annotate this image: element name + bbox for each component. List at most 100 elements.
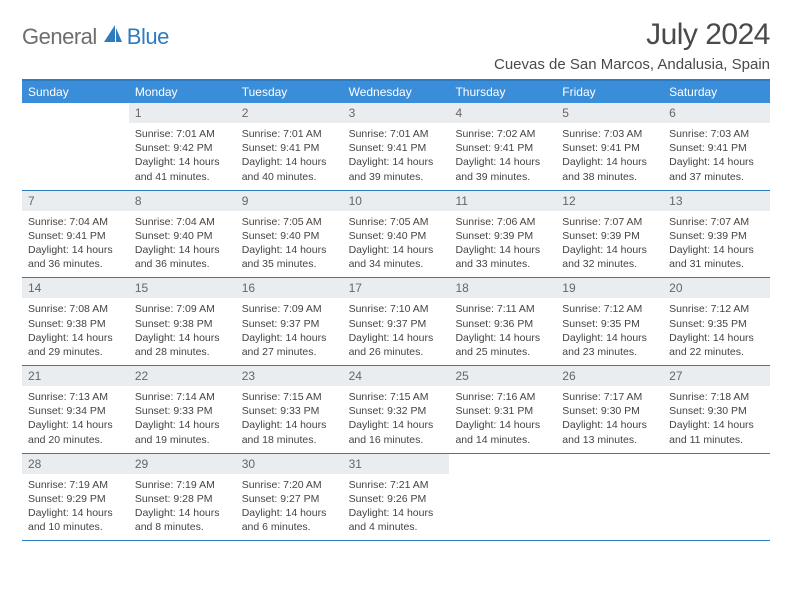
sunset-line: Sunset: 9:38 PM (135, 317, 230, 331)
topbar: General Blue July 2024 Cuevas de San Mar… (22, 18, 770, 73)
day-body: Sunrise: 7:05 AMSunset: 9:40 PMDaylight:… (343, 211, 450, 278)
sunrise-line: Sunrise: 7:12 AM (562, 302, 657, 316)
day-number: 17 (343, 278, 450, 298)
title-block: July 2024 Cuevas de San Marcos, Andalusi… (494, 18, 770, 73)
day-number: 31 (343, 454, 450, 474)
sunrise-line: Sunrise: 7:11 AM (455, 302, 550, 316)
day-body: Sunrise: 7:06 AMSunset: 9:39 PMDaylight:… (449, 211, 556, 278)
daylight-line: Daylight: 14 hours and 16 minutes. (349, 418, 444, 446)
daylight-line: Daylight: 14 hours and 25 minutes. (455, 331, 550, 359)
day-cell: 20Sunrise: 7:12 AMSunset: 9:35 PMDayligh… (663, 278, 770, 365)
sunset-line: Sunset: 9:41 PM (28, 229, 123, 243)
logo: General Blue (22, 24, 169, 50)
sunset-line: Sunset: 9:37 PM (349, 317, 444, 331)
sunset-line: Sunset: 9:36 PM (455, 317, 550, 331)
daylight-line: Daylight: 14 hours and 39 minutes. (455, 155, 550, 183)
sunrise-line: Sunrise: 7:16 AM (455, 390, 550, 404)
day-number: 29 (129, 454, 236, 474)
sunset-line: Sunset: 9:40 PM (242, 229, 337, 243)
day-body: Sunrise: 7:12 AMSunset: 9:35 PMDaylight:… (663, 298, 770, 365)
daylight-line: Daylight: 14 hours and 39 minutes. (349, 155, 444, 183)
day-body: Sunrise: 7:12 AMSunset: 9:35 PMDaylight:… (556, 298, 663, 365)
sunrise-line: Sunrise: 7:21 AM (349, 478, 444, 492)
day-body: Sunrise: 7:14 AMSunset: 9:33 PMDaylight:… (129, 386, 236, 453)
day-cell: 15Sunrise: 7:09 AMSunset: 9:38 PMDayligh… (129, 278, 236, 365)
day-body: Sunrise: 7:04 AMSunset: 9:40 PMDaylight:… (129, 211, 236, 278)
day-body (556, 474, 663, 484)
daylight-line: Daylight: 14 hours and 23 minutes. (562, 331, 657, 359)
daylight-line: Daylight: 14 hours and 32 minutes. (562, 243, 657, 271)
daylight-line: Daylight: 14 hours and 10 minutes. (28, 506, 123, 534)
week-row: 21Sunrise: 7:13 AMSunset: 9:34 PMDayligh… (22, 366, 770, 454)
day-number: 7 (22, 191, 129, 211)
sunset-line: Sunset: 9:41 PM (242, 141, 337, 155)
day-cell: 6Sunrise: 7:03 AMSunset: 9:41 PMDaylight… (663, 103, 770, 190)
sunrise-line: Sunrise: 7:08 AM (28, 302, 123, 316)
sunrise-line: Sunrise: 7:03 AM (669, 127, 764, 141)
sunrise-line: Sunrise: 7:04 AM (135, 215, 230, 229)
day-body: Sunrise: 7:20 AMSunset: 9:27 PMDaylight:… (236, 474, 343, 541)
daylight-line: Daylight: 14 hours and 14 minutes. (455, 418, 550, 446)
day-cell: 16Sunrise: 7:09 AMSunset: 9:37 PMDayligh… (236, 278, 343, 365)
sunset-line: Sunset: 9:41 PM (349, 141, 444, 155)
week-row: 28Sunrise: 7:19 AMSunset: 9:29 PMDayligh… (22, 454, 770, 542)
day-cell: 30Sunrise: 7:20 AMSunset: 9:27 PMDayligh… (236, 454, 343, 541)
day-body: Sunrise: 7:01 AMSunset: 9:41 PMDaylight:… (236, 123, 343, 190)
day-header: Friday (556, 81, 663, 103)
day-cell: 14Sunrise: 7:08 AMSunset: 9:38 PMDayligh… (22, 278, 129, 365)
sunset-line: Sunset: 9:39 PM (455, 229, 550, 243)
sunrise-line: Sunrise: 7:03 AM (562, 127, 657, 141)
sunset-line: Sunset: 9:39 PM (669, 229, 764, 243)
location: Cuevas de San Marcos, Andalusia, Spain (494, 56, 770, 73)
day-body: Sunrise: 7:02 AMSunset: 9:41 PMDaylight:… (449, 123, 556, 190)
daylight-line: Daylight: 14 hours and 20 minutes. (28, 418, 123, 446)
day-number: 5 (556, 103, 663, 123)
sunset-line: Sunset: 9:33 PM (135, 404, 230, 418)
daylight-line: Daylight: 14 hours and 28 minutes. (135, 331, 230, 359)
day-cell: 7Sunrise: 7:04 AMSunset: 9:41 PMDaylight… (22, 191, 129, 278)
day-body: Sunrise: 7:03 AMSunset: 9:41 PMDaylight:… (663, 123, 770, 190)
daylight-line: Daylight: 14 hours and 37 minutes. (669, 155, 764, 183)
daylight-line: Daylight: 14 hours and 27 minutes. (242, 331, 337, 359)
day-number: 30 (236, 454, 343, 474)
sunrise-line: Sunrise: 7:20 AM (242, 478, 337, 492)
day-number: 28 (22, 454, 129, 474)
day-body: Sunrise: 7:07 AMSunset: 9:39 PMDaylight:… (556, 211, 663, 278)
day-header: Wednesday (343, 81, 450, 103)
day-body: Sunrise: 7:16 AMSunset: 9:31 PMDaylight:… (449, 386, 556, 453)
sunrise-line: Sunrise: 7:01 AM (349, 127, 444, 141)
sunrise-line: Sunrise: 7:07 AM (669, 215, 764, 229)
daylight-line: Daylight: 14 hours and 4 minutes. (349, 506, 444, 534)
day-body: Sunrise: 7:07 AMSunset: 9:39 PMDaylight:… (663, 211, 770, 278)
logo-text-blue: Blue (127, 24, 169, 50)
sunrise-line: Sunrise: 7:01 AM (242, 127, 337, 141)
day-cell: 1Sunrise: 7:01 AMSunset: 9:42 PMDaylight… (129, 103, 236, 190)
daylight-line: Daylight: 14 hours and 40 minutes. (242, 155, 337, 183)
sunrise-line: Sunrise: 7:14 AM (135, 390, 230, 404)
day-body (449, 474, 556, 484)
calendar: SundayMondayTuesdayWednesdayThursdayFrid… (22, 79, 770, 541)
sunrise-line: Sunrise: 7:02 AM (455, 127, 550, 141)
day-number: 12 (556, 191, 663, 211)
day-cell: 11Sunrise: 7:06 AMSunset: 9:39 PMDayligh… (449, 191, 556, 278)
day-cell: 25Sunrise: 7:16 AMSunset: 9:31 PMDayligh… (449, 366, 556, 453)
sunset-line: Sunset: 9:29 PM (28, 492, 123, 506)
daylight-line: Daylight: 14 hours and 41 minutes. (135, 155, 230, 183)
day-number: 13 (663, 191, 770, 211)
day-cell: 5Sunrise: 7:03 AMSunset: 9:41 PMDaylight… (556, 103, 663, 190)
day-number: 22 (129, 366, 236, 386)
logo-text-general: General (22, 24, 97, 50)
sunset-line: Sunset: 9:37 PM (242, 317, 337, 331)
daylight-line: Daylight: 14 hours and 26 minutes. (349, 331, 444, 359)
daylight-line: Daylight: 14 hours and 6 minutes. (242, 506, 337, 534)
sunset-line: Sunset: 9:33 PM (242, 404, 337, 418)
sunrise-line: Sunrise: 7:06 AM (455, 215, 550, 229)
day-body: Sunrise: 7:04 AMSunset: 9:41 PMDaylight:… (22, 211, 129, 278)
sunrise-line: Sunrise: 7:19 AM (135, 478, 230, 492)
sunrise-line: Sunrise: 7:17 AM (562, 390, 657, 404)
day-body: Sunrise: 7:10 AMSunset: 9:37 PMDaylight:… (343, 298, 450, 365)
day-body: Sunrise: 7:11 AMSunset: 9:36 PMDaylight:… (449, 298, 556, 365)
sunrise-line: Sunrise: 7:15 AM (242, 390, 337, 404)
month-title: July 2024 (494, 18, 770, 52)
sunset-line: Sunset: 9:38 PM (28, 317, 123, 331)
